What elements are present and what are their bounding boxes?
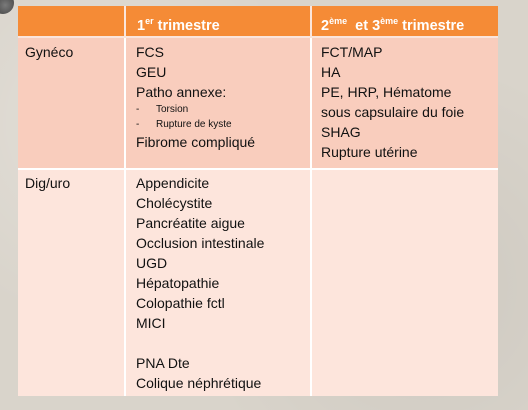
header-second-sup2: ème [380,16,399,26]
list-item: PNA Dte [136,355,190,371]
gyneco-second-third-trimester-cell: FCT/MAP HA PE, HRP, Hématome sous capsul… [321,42,464,162]
list-item: Hépatopathie [136,275,220,291]
row-label-dig-uro: Dig/uro [25,175,71,191]
header-first-rest: trimestre [153,18,220,34]
spacer [136,333,264,353]
list-item: Pancréatite aigue [136,215,245,231]
list-item: FCS [136,44,164,60]
list-item: sous capsulaire du foie [321,104,465,120]
list-item: FCT/MAP [321,44,383,60]
header-second-mid: et 3 [347,18,381,34]
list-item: GEU [136,64,167,80]
sub-item-text: Rupture de kyste [156,119,232,130]
list-item: Colopathie fctl [136,295,225,311]
list-item: Cholécystite [136,195,213,211]
list-item: Fibrome compliqué [136,134,256,150]
sub-item-text: Torsion [156,104,189,115]
corner-decoration [0,0,14,14]
list-item: Appendicite [136,175,210,191]
row-label-gyneco: Gynéco [25,44,74,60]
header-empty-cell [18,6,124,36]
gyneco-first-trimester-cell: FCS GEU Patho annexe: - Torsion - Rupture … [136,42,255,152]
list-item: UGD [136,255,168,271]
header-second-third-trimester: 2ème et 3ème trimestre [312,6,498,36]
list-item: SHAG [321,124,361,140]
list-item: Colique néphrétique [136,375,262,391]
row-divider [18,168,498,170]
list-item: MICI [136,315,166,331]
list-item: Occlusion intestinale [136,235,265,251]
sub-list-item: - Torsion [136,104,189,115]
header-second-num1: 2 [321,18,330,34]
header-second-rest: trimestre [398,18,465,34]
list-item: PE, HRP, Hématome [321,84,452,100]
header-first-sup: er [145,16,154,26]
header-first-trimester: 1er trimestre [126,6,310,36]
column-divider [310,38,312,396]
sub-list-item: - Rupture de kyste [136,119,232,130]
list-item: Rupture utérine [321,144,418,160]
header-second-sup1: ème [329,16,348,26]
list-item: Patho annexe: [136,84,227,100]
row-dig-uro [18,170,498,396]
dig-uro-first-trimester-cell: Appendicite Cholécystite Pancréatite aig… [136,173,264,393]
header-first-num: 1 [137,18,146,34]
list-item: HA [321,64,341,80]
trimester-table: 1er trimestre 2ème et 3ème trimestre Gyn… [18,6,498,396]
column-divider [124,38,126,396]
row-gyneco [18,38,498,168]
